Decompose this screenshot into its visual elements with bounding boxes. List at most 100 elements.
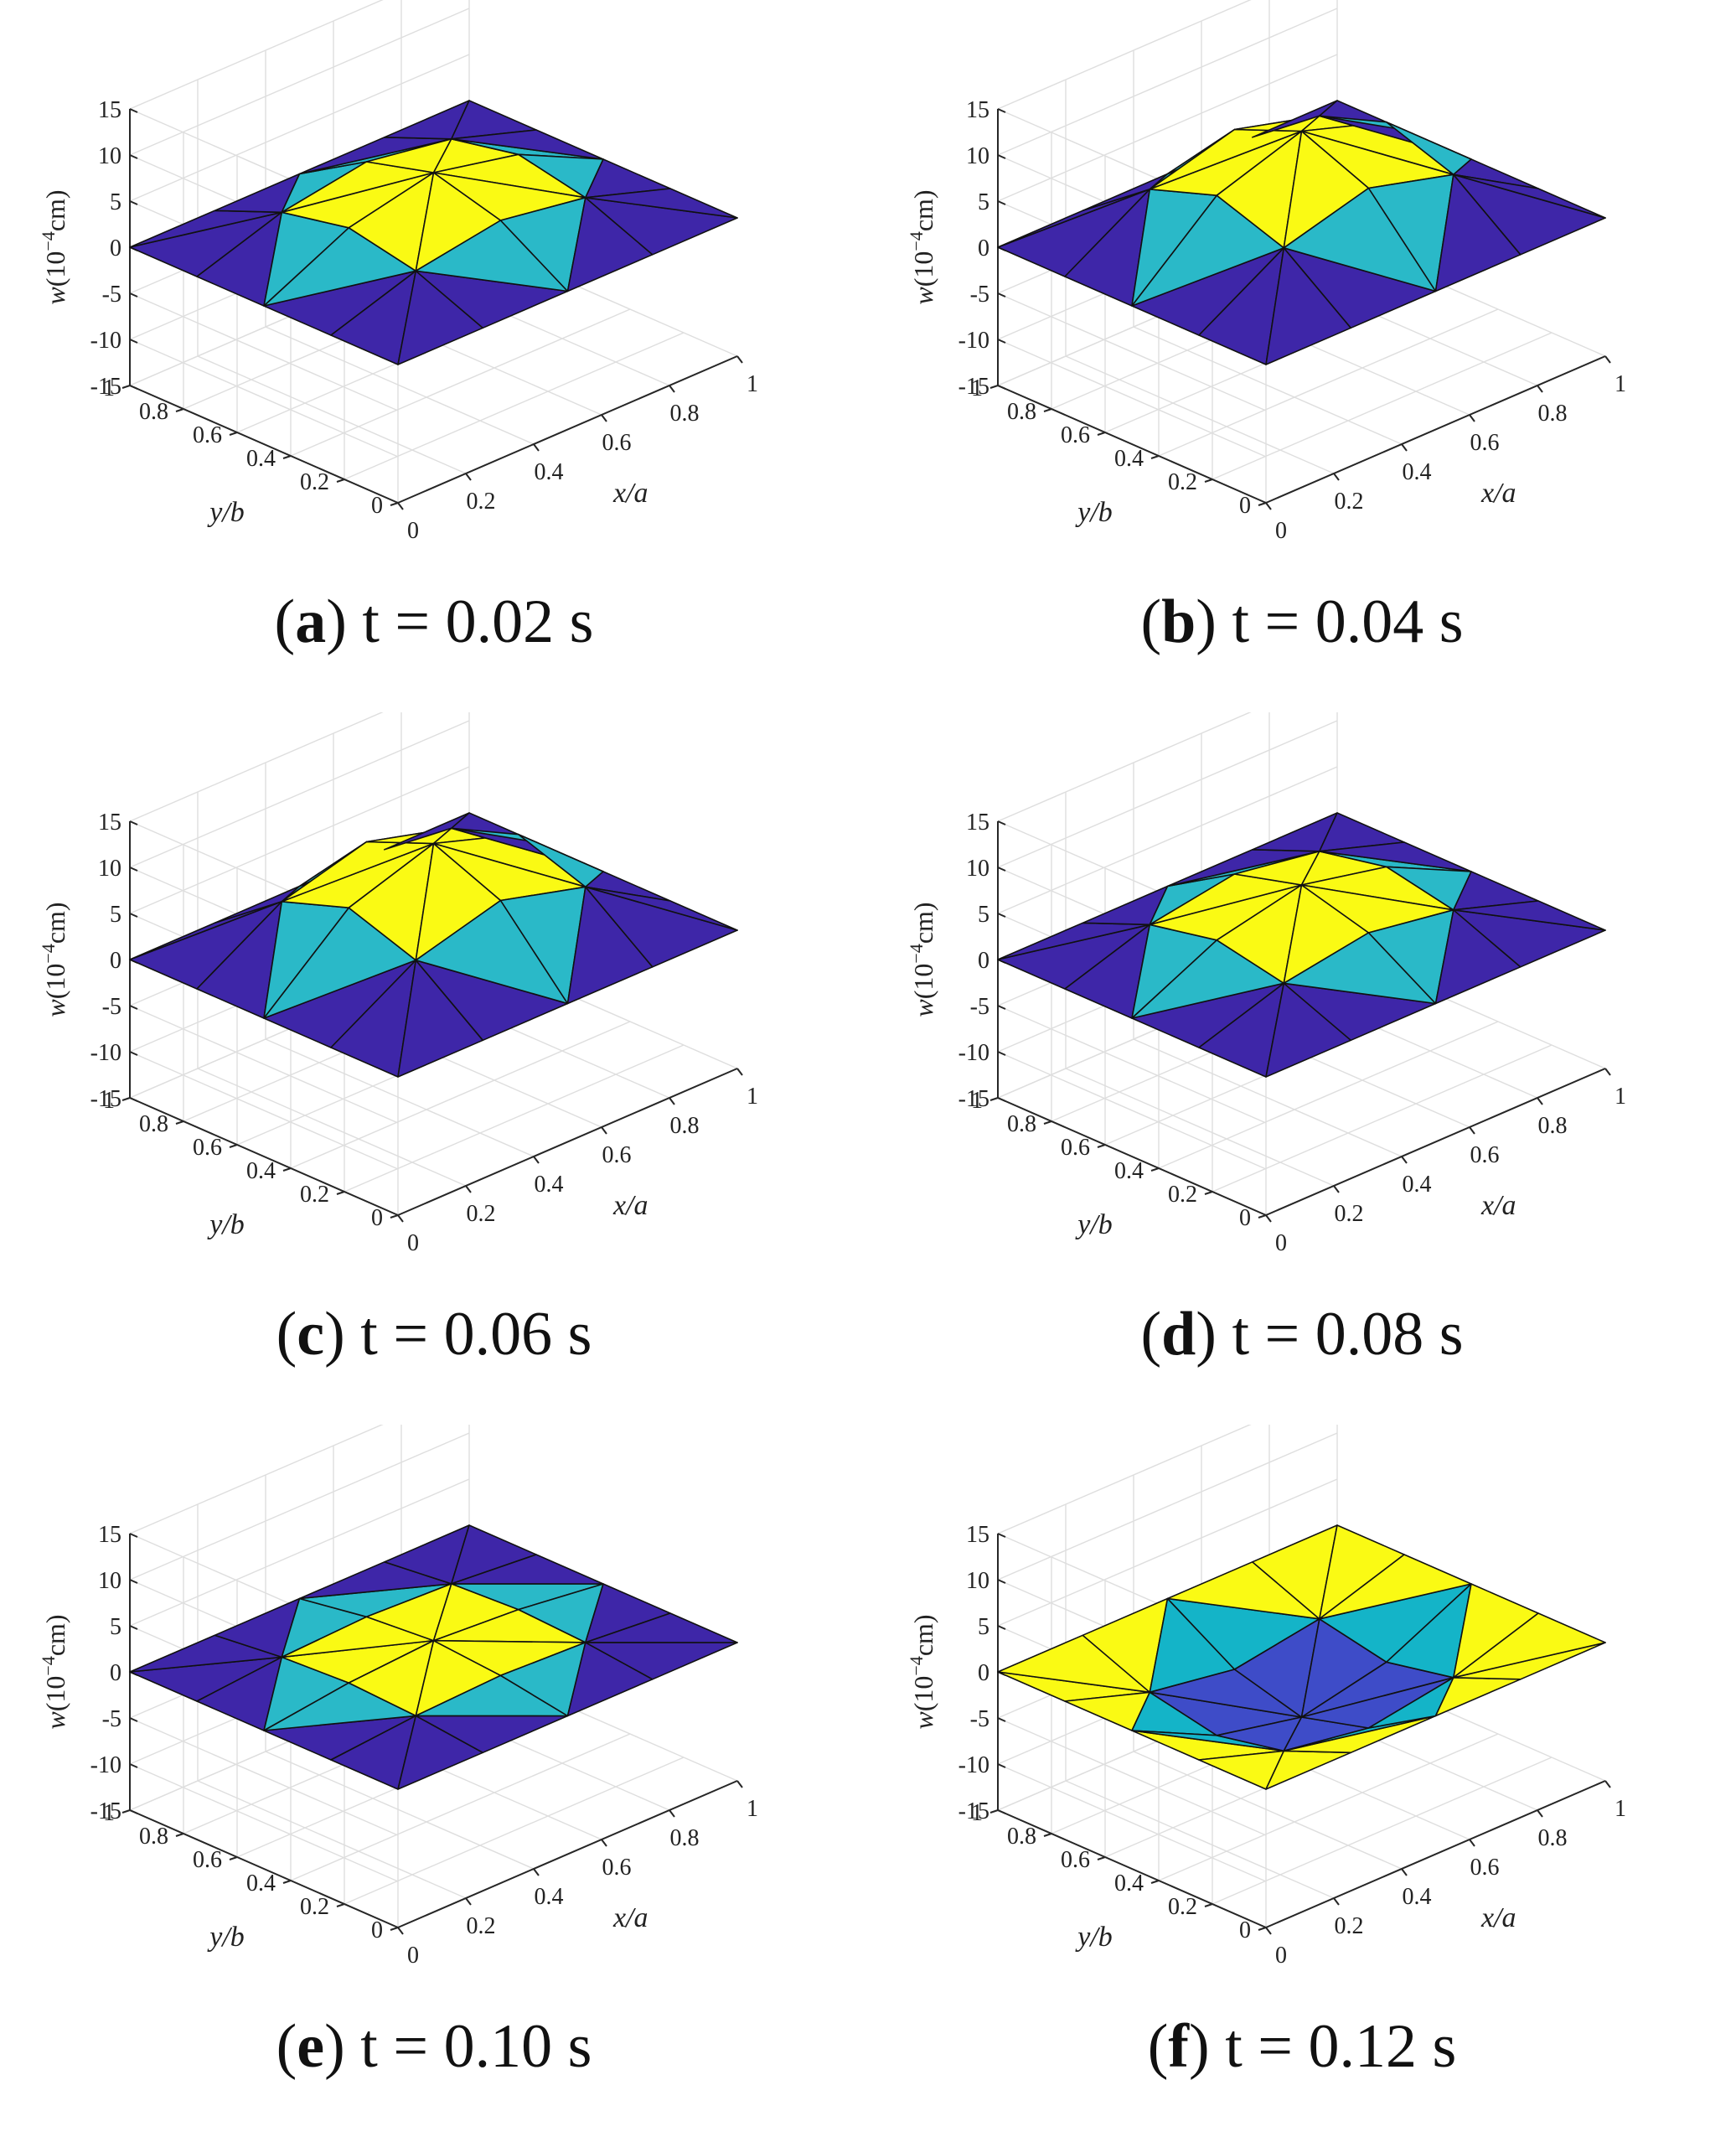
x-axis-line xyxy=(397,1780,738,1928)
y-tick-label: 0.6 xyxy=(1061,1135,1090,1161)
y-tick-label: 0.8 xyxy=(1007,1824,1036,1850)
floor-grid-y xyxy=(344,1044,685,1193)
z-tick-label: -10 xyxy=(90,1752,121,1778)
x-axis-line xyxy=(1265,1780,1606,1928)
x-tick-label: 0.8 xyxy=(670,1825,700,1851)
x-tick-label: 0.2 xyxy=(1335,1913,1364,1939)
x-tick xyxy=(397,1214,404,1223)
y-tick-label: 0.2 xyxy=(1168,469,1197,495)
surface-facet xyxy=(1452,1612,1606,1679)
x-tick-label: 0.4 xyxy=(535,1172,564,1198)
x-tick xyxy=(1537,385,1543,393)
caption-c: (c) t = 0.06 s xyxy=(276,1300,592,1369)
x-tick xyxy=(669,1809,675,1818)
z-tick xyxy=(997,1717,1006,1722)
y-axis-title: y/b xyxy=(1075,1922,1113,1953)
x-tick xyxy=(601,1126,607,1135)
z-tick xyxy=(129,1579,138,1584)
y-tick xyxy=(336,1191,345,1195)
z-tick-label: 5 xyxy=(110,902,121,928)
z-axis-title: w(10−4cm) xyxy=(38,1614,70,1729)
z-tick-label: -10 xyxy=(958,328,989,354)
x-tick xyxy=(397,502,404,510)
x-tick-label: 0.6 xyxy=(1470,1855,1500,1881)
z-tick xyxy=(997,108,1006,113)
z-tick xyxy=(997,385,1006,390)
y-tick-label: 0.4 xyxy=(1114,1158,1144,1184)
x-tick xyxy=(736,1068,743,1076)
y-tick-label: 0.6 xyxy=(193,422,222,448)
z-tick xyxy=(997,1809,1006,1814)
z-axis-title-w: w xyxy=(908,1711,938,1730)
z-tick xyxy=(997,292,1006,298)
y-axis-line xyxy=(997,1809,1267,1928)
z-tick-label: 0 xyxy=(110,235,121,261)
z-axis-title-w: w xyxy=(40,287,70,305)
z-tick-label: 10 xyxy=(966,143,989,169)
y-tick-label: 0.2 xyxy=(1168,1894,1197,1920)
z-axis-title: w(10−4cm) xyxy=(38,902,70,1017)
caption-text-a: t = 0.02 s xyxy=(362,587,594,656)
surface xyxy=(129,1524,738,1790)
y-tick xyxy=(989,1097,999,1101)
axis-labels: 00.20.40.60.8100.20.40.60.81151050-5-10-… xyxy=(38,810,758,1256)
caption-text-b: t = 0.04 s xyxy=(1232,587,1464,656)
x-tick xyxy=(1401,443,1408,452)
z-axis-title-unit: cm) xyxy=(908,1614,938,1656)
z-tick-label: -5 xyxy=(102,1706,121,1732)
x-tick xyxy=(1469,1126,1475,1135)
y-tick-label: 0.8 xyxy=(1007,399,1036,425)
y-tick-label: 0.6 xyxy=(1061,422,1090,448)
y-tick-label: 0 xyxy=(371,1917,383,1943)
x-tick xyxy=(533,1156,540,1164)
y-tick xyxy=(1150,455,1160,459)
z-tick-label: 15 xyxy=(98,97,121,123)
y-tick xyxy=(1150,1167,1160,1172)
y-tick xyxy=(1097,432,1106,436)
x-tick xyxy=(1265,1214,1272,1223)
z-axis-title-w: w xyxy=(908,999,938,1017)
z-tick xyxy=(129,1717,138,1722)
z-axis-title: w(10−4cm) xyxy=(906,902,938,1017)
z-tick xyxy=(997,154,1006,159)
surface-facet xyxy=(450,1554,604,1585)
x-axis-title: x/a xyxy=(1480,478,1516,509)
x-tick xyxy=(1265,502,1272,510)
z-tick-label: 10 xyxy=(98,856,121,882)
x-tick xyxy=(465,473,472,481)
floor-grid-x xyxy=(1133,1751,1403,1870)
x-tick xyxy=(397,1927,404,1935)
floor-grid-y xyxy=(1158,1733,1499,1881)
x-tick-label: 0.6 xyxy=(602,1855,632,1881)
y-tick-label: 0 xyxy=(1239,1917,1251,1943)
x-tick-label: 0.2 xyxy=(467,489,496,515)
surface-plot-d: 00.20.40.60.8100.20.40.60.81151050-5-10-… xyxy=(906,712,1626,1256)
z-tick xyxy=(129,913,138,918)
x-tick-label: 1 xyxy=(747,1796,758,1822)
x-tick xyxy=(465,1185,472,1193)
z-tick xyxy=(129,1097,138,1102)
x-tick-label: 0.4 xyxy=(535,1884,564,1910)
y-tick-label: 0.4 xyxy=(246,1158,276,1184)
y-tick xyxy=(1043,1120,1052,1125)
z-tick xyxy=(997,1533,1006,1538)
x-tick-label: 0.4 xyxy=(1403,1172,1432,1198)
y-axis-line xyxy=(129,1809,399,1928)
floor-grid-x xyxy=(1133,1038,1403,1157)
x-tick-label: 0.8 xyxy=(1538,1825,1568,1851)
y-axis-title: y/b xyxy=(1075,497,1113,528)
y-tick xyxy=(229,432,238,436)
z-tick-label: -15 xyxy=(90,1798,121,1824)
y-tick xyxy=(121,385,131,389)
z-tick xyxy=(129,867,138,872)
x-tick-label: 1 xyxy=(1615,1796,1626,1822)
x-tick-label: 0.4 xyxy=(1403,1884,1432,1910)
z-tick-label: -15 xyxy=(90,1086,121,1112)
z-tick xyxy=(997,1005,1006,1010)
y-tick xyxy=(989,1809,999,1814)
z-axis-title-exp: −4 xyxy=(906,944,927,963)
y-axis-title: y/b xyxy=(1075,1209,1113,1240)
floor-grid-x xyxy=(1065,1068,1335,1187)
y-tick xyxy=(1204,1191,1213,1195)
z-tick-label: 15 xyxy=(98,810,121,836)
